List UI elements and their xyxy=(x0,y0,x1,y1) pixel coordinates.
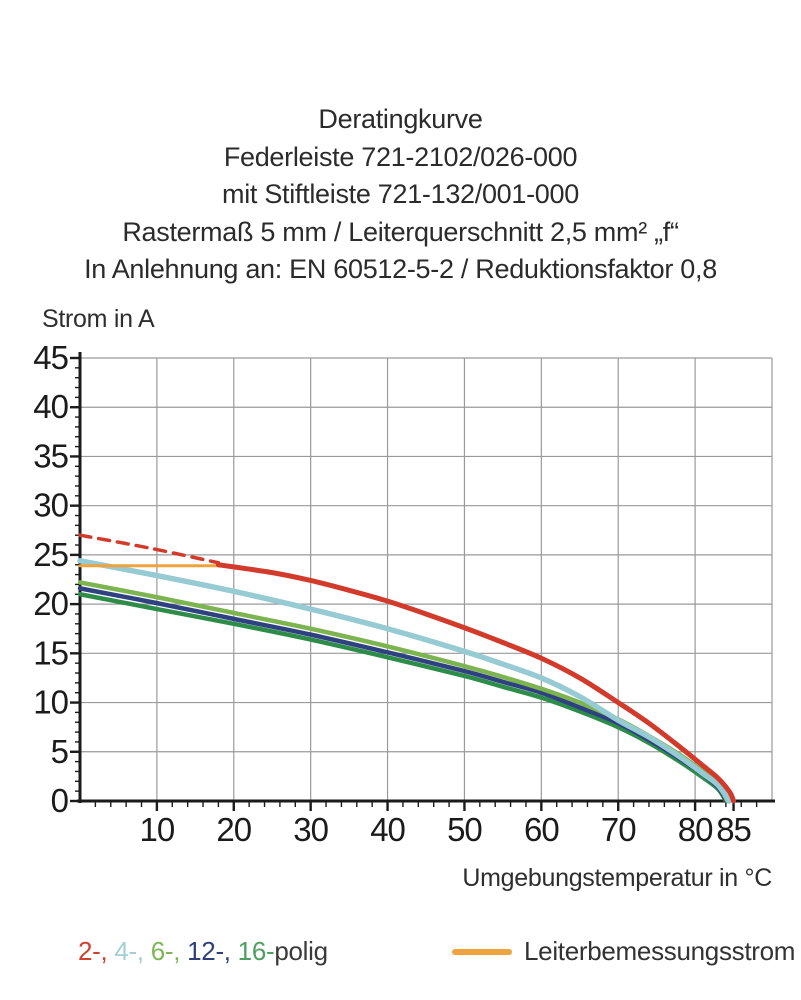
y-tick-label-10: 10 xyxy=(33,684,68,721)
x-tick-label-10: 10 xyxy=(140,811,175,848)
curve-four-polig xyxy=(77,558,732,804)
y-tick-label-35: 35 xyxy=(33,437,68,474)
curve-six-polig xyxy=(77,580,730,804)
curve-twelve-polig xyxy=(77,586,729,804)
title-line-2: Federleiste 721-2102/026-000 xyxy=(223,141,578,172)
legend-pole-token: 12-, xyxy=(180,936,231,966)
legend-pole-token: polig xyxy=(274,936,328,966)
x-tick-label-85: 85 xyxy=(716,811,751,848)
y-axis-title: Strom in A xyxy=(42,305,155,333)
rated-current-line-swatch xyxy=(452,948,512,955)
x-tick-label-70: 70 xyxy=(601,811,636,848)
y-tick-label-20: 20 xyxy=(33,585,68,622)
title-line-3: mit Stiftleiste 721-132/001-000 xyxy=(222,179,579,209)
y-tick-label-25: 25 xyxy=(33,536,68,573)
chart-title-block: Deratingkurve Federleiste 721-2102/026-0… xyxy=(0,101,801,289)
y-tick-label-40: 40 xyxy=(33,388,68,425)
rated-current-label: Leiterbemessungsstrom xyxy=(524,936,796,966)
curve-two-polig-projection xyxy=(78,533,221,565)
y-tick-label-30: 30 xyxy=(33,487,68,524)
legend-pole-token: 6-, xyxy=(143,936,181,966)
y-tick-label-0: 0 xyxy=(51,782,69,819)
y-tick-label-15: 15 xyxy=(33,634,68,671)
legend-poles: 2-, 4-, 6-, 12-, 16-polig xyxy=(78,936,328,967)
x-tick-label-20: 20 xyxy=(216,811,251,848)
x-axis-title: Umgebungstemperatur in °C xyxy=(462,864,772,892)
legend-pole-token: 2-, xyxy=(78,936,108,966)
x-tick-label-60: 60 xyxy=(524,811,559,848)
legend-pole-token: 16- xyxy=(230,936,275,966)
x-tick-label-40: 40 xyxy=(370,811,405,848)
y-tick-label-45: 45 xyxy=(33,339,68,376)
legend-current: Leiterbemessungsstrom xyxy=(452,936,795,967)
x-tick-label-30: 30 xyxy=(293,811,328,848)
curve-two-polig xyxy=(215,562,737,804)
title-line-1: Deratingkurve xyxy=(318,104,483,134)
curve-sixteen-polig xyxy=(77,592,729,804)
x-tick-label-80: 80 xyxy=(678,811,713,848)
x-tick-label-50: 50 xyxy=(447,811,482,848)
y-tick-label-5: 5 xyxy=(51,733,68,770)
title-line-4: Rastermaß 5 mm / Leiterquerschnitt 2,5 m… xyxy=(122,216,679,247)
title-line-5: In Anlehnung an: EN 60512-5-2 / Reduktio… xyxy=(84,254,717,284)
legend-pole-token: 4-, xyxy=(107,936,144,966)
